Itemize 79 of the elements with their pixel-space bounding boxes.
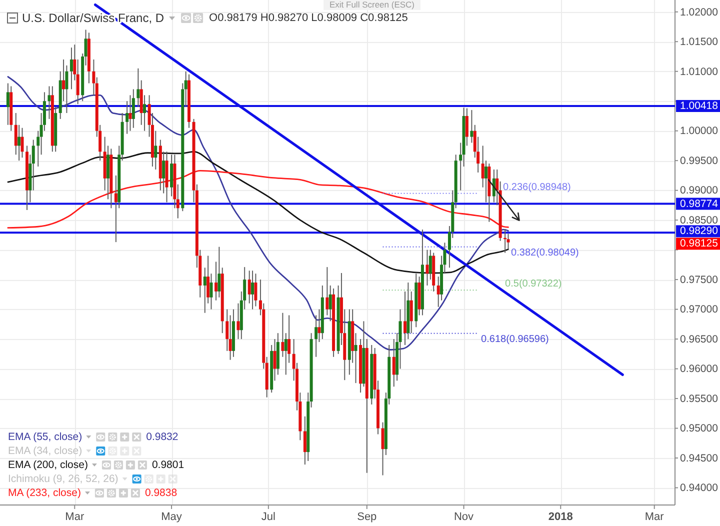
candlestick [254,273,258,307]
text: MA (233, close) [8,487,81,499]
candlestick [70,47,73,90]
candlestick [203,267,206,314]
candlestick [48,86,51,120]
candlestick [404,290,406,346]
candlestick [410,290,413,334]
x-tick-label: Nov [454,510,474,523]
text: U.S. Dollar/Swiss Franc, D [22,11,164,25]
x-tick-label: Sep [357,510,377,523]
text: O0.98179 H0.98270 L0.98009 C0.98125 [209,12,408,24]
text: 0.98125 [680,238,718,250]
candlestick [136,68,140,108]
annotation: 0.9801 [152,459,184,471]
text: 0.236(0.98948) [503,182,571,193]
x-tick-label: Jul [261,510,276,523]
ref-line-label: 1.00418 [680,100,718,112]
exit-button: Exit Full Screen (ESC) [323,0,421,10]
text: 0.382(0.98049) [511,247,579,258]
annotation: EMA (34, close) [8,445,82,457]
candlestick [392,338,396,388]
series-label: 0.618(0.96596) [481,334,549,345]
candlestick [210,273,213,310]
y-tick-label: 0.96500 [680,333,718,346]
candlestick [303,416,306,466]
ref-line-label: 0.98774 [680,198,718,210]
candlestick [354,332,358,384]
ref-line-label: 0.98290 [680,225,718,238]
candlestick [214,261,218,301]
candlestick [218,246,221,298]
candlestick [20,127,24,158]
candlestick [154,130,158,170]
y-tick-label: 1.02000 [680,6,718,18]
candlestick [326,266,329,316]
y-tick-label: 0.98500 [680,214,718,226]
candlestick [426,249,429,286]
candlestick [162,151,166,194]
candlestick [381,422,384,476]
text: 0.5(0.97322) [505,278,562,290]
candlestick [132,88,135,128]
y-tick-label: 1.00000 [680,125,718,138]
candlestick [106,145,110,200]
candlestick [465,108,468,146]
candlestick [318,308,321,343]
candlestick [506,233,510,250]
y-tick-label: 0.97500 [680,274,718,286]
annotation: Ichimoku (9, 26, 52, 26) [8,473,118,485]
candlestick [143,94,146,132]
candlestick [484,160,488,203]
annotation: 0.9838 [144,487,178,499]
y-tick-label: 0.97000 [680,304,718,316]
x-tick-label: Mar [65,510,84,523]
candlestick [236,302,240,340]
candlestick [18,124,21,162]
y-tick-label: 0.99500 [680,154,718,167]
candlestick [470,110,474,144]
candlestick [436,276,440,308]
x-tick-label: May [161,510,182,523]
annotation: 0.9832 [146,431,178,443]
candlestick [6,82,10,126]
y-tick-label: 0.95500 [680,392,718,405]
candlestick [128,94,132,132]
y-tick-label: 1.01500 [680,36,718,48]
text: EMA (200, close) [8,459,88,471]
y-tick-label: 0.94000 [680,482,718,494]
y-tick-label: 0.99000 [680,184,718,197]
y-tick-label: 0.96000 [680,363,718,376]
candlestick [281,312,284,358]
y-tick-label: 0.94500 [680,452,718,464]
candlestick [114,174,118,243]
x-tick-label: 2018 [548,510,573,523]
text: EMA (55, close) [8,431,82,443]
candlestick [170,154,174,197]
y-tick-label: 1.01000 [680,66,718,78]
y-tick-label: 0.95000 [680,422,718,435]
candlestick [273,338,276,382]
candlestick [251,270,254,310]
x-tick-label: Mar [644,510,664,523]
candlestick [62,58,66,102]
